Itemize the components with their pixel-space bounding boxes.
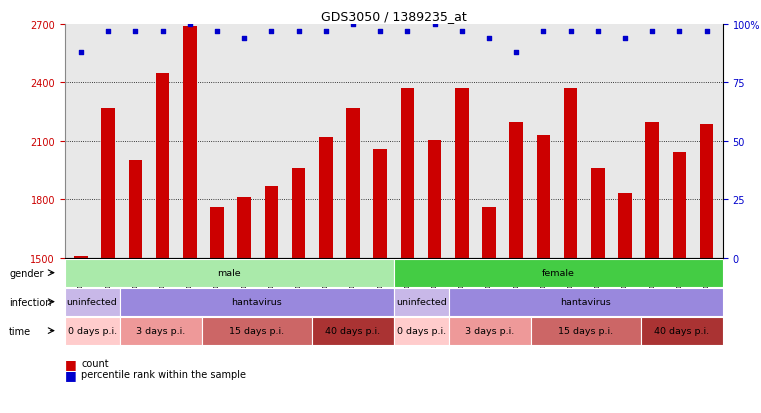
Bar — [449, 317, 531, 345]
Bar — [129, 161, 142, 258]
Text: male: male — [218, 268, 241, 278]
Text: percentile rank within the sample: percentile rank within the sample — [81, 370, 247, 380]
Bar — [311, 317, 394, 345]
Bar — [564, 89, 578, 258]
Text: 0 days p.i.: 0 days p.i. — [396, 326, 446, 335]
Bar — [210, 208, 224, 258]
Bar — [400, 89, 414, 258]
Point — [401, 28, 413, 35]
Text: 0 days p.i.: 0 days p.i. — [68, 326, 116, 335]
Bar — [101, 108, 115, 258]
Point — [75, 50, 87, 56]
Bar — [394, 259, 723, 287]
Point — [292, 28, 304, 35]
Text: GDS3050 / 1389235_at: GDS3050 / 1389235_at — [321, 10, 466, 23]
Text: 3 days p.i.: 3 days p.i. — [465, 326, 514, 335]
Bar — [319, 138, 333, 258]
Bar — [482, 208, 496, 258]
Point — [701, 28, 713, 35]
Text: female: female — [542, 268, 575, 278]
Point — [157, 28, 169, 35]
Point — [374, 28, 387, 35]
Bar — [645, 123, 659, 258]
Point — [565, 28, 577, 35]
Bar — [591, 169, 605, 258]
Point — [238, 36, 250, 42]
Point — [211, 28, 223, 35]
Point — [129, 28, 142, 35]
Point — [347, 21, 359, 28]
Point — [428, 21, 441, 28]
Text: 3 days p.i.: 3 days p.i. — [136, 326, 186, 335]
Point — [320, 28, 332, 35]
Bar — [428, 140, 441, 258]
Bar — [291, 169, 305, 258]
Bar — [374, 149, 387, 258]
Bar — [237, 198, 251, 258]
Point — [592, 28, 604, 35]
Point — [483, 36, 495, 42]
Bar — [202, 317, 311, 345]
Point — [102, 28, 114, 35]
Bar — [531, 317, 641, 345]
Text: infection: infection — [9, 297, 52, 307]
Bar — [65, 317, 119, 345]
Text: uninfected: uninfected — [396, 297, 447, 306]
Point — [673, 28, 686, 35]
Bar — [509, 123, 523, 258]
Bar — [65, 259, 394, 287]
Point — [510, 50, 522, 56]
Text: count: count — [81, 358, 109, 368]
Bar — [65, 288, 119, 316]
Bar — [119, 317, 202, 345]
Bar — [265, 186, 279, 258]
Bar — [119, 288, 394, 316]
Text: hantavirus: hantavirus — [231, 297, 282, 306]
Text: hantavirus: hantavirus — [560, 297, 611, 306]
Bar — [618, 194, 632, 258]
Bar — [394, 317, 449, 345]
Text: time: time — [9, 326, 31, 336]
Bar — [156, 74, 170, 258]
Text: ■: ■ — [65, 368, 76, 381]
Bar — [449, 288, 723, 316]
Text: 40 days p.i.: 40 days p.i. — [654, 326, 709, 335]
Bar — [394, 288, 449, 316]
Text: 40 days p.i.: 40 days p.i. — [325, 326, 380, 335]
Point — [537, 28, 549, 35]
Point — [646, 28, 658, 35]
Point — [456, 28, 468, 35]
Bar — [641, 317, 723, 345]
Text: uninfected: uninfected — [67, 297, 117, 306]
Text: 15 days p.i.: 15 days p.i. — [559, 326, 613, 335]
Text: gender: gender — [9, 268, 43, 278]
Bar — [455, 89, 469, 258]
Point — [183, 21, 196, 28]
Bar — [75, 256, 88, 258]
Text: 15 days p.i.: 15 days p.i. — [229, 326, 285, 335]
Text: ■: ■ — [65, 357, 76, 370]
Bar — [700, 125, 713, 258]
Bar — [673, 153, 686, 258]
Point — [266, 28, 278, 35]
Bar — [183, 27, 196, 258]
Bar — [346, 108, 360, 258]
Bar — [537, 135, 550, 258]
Point — [619, 36, 631, 42]
